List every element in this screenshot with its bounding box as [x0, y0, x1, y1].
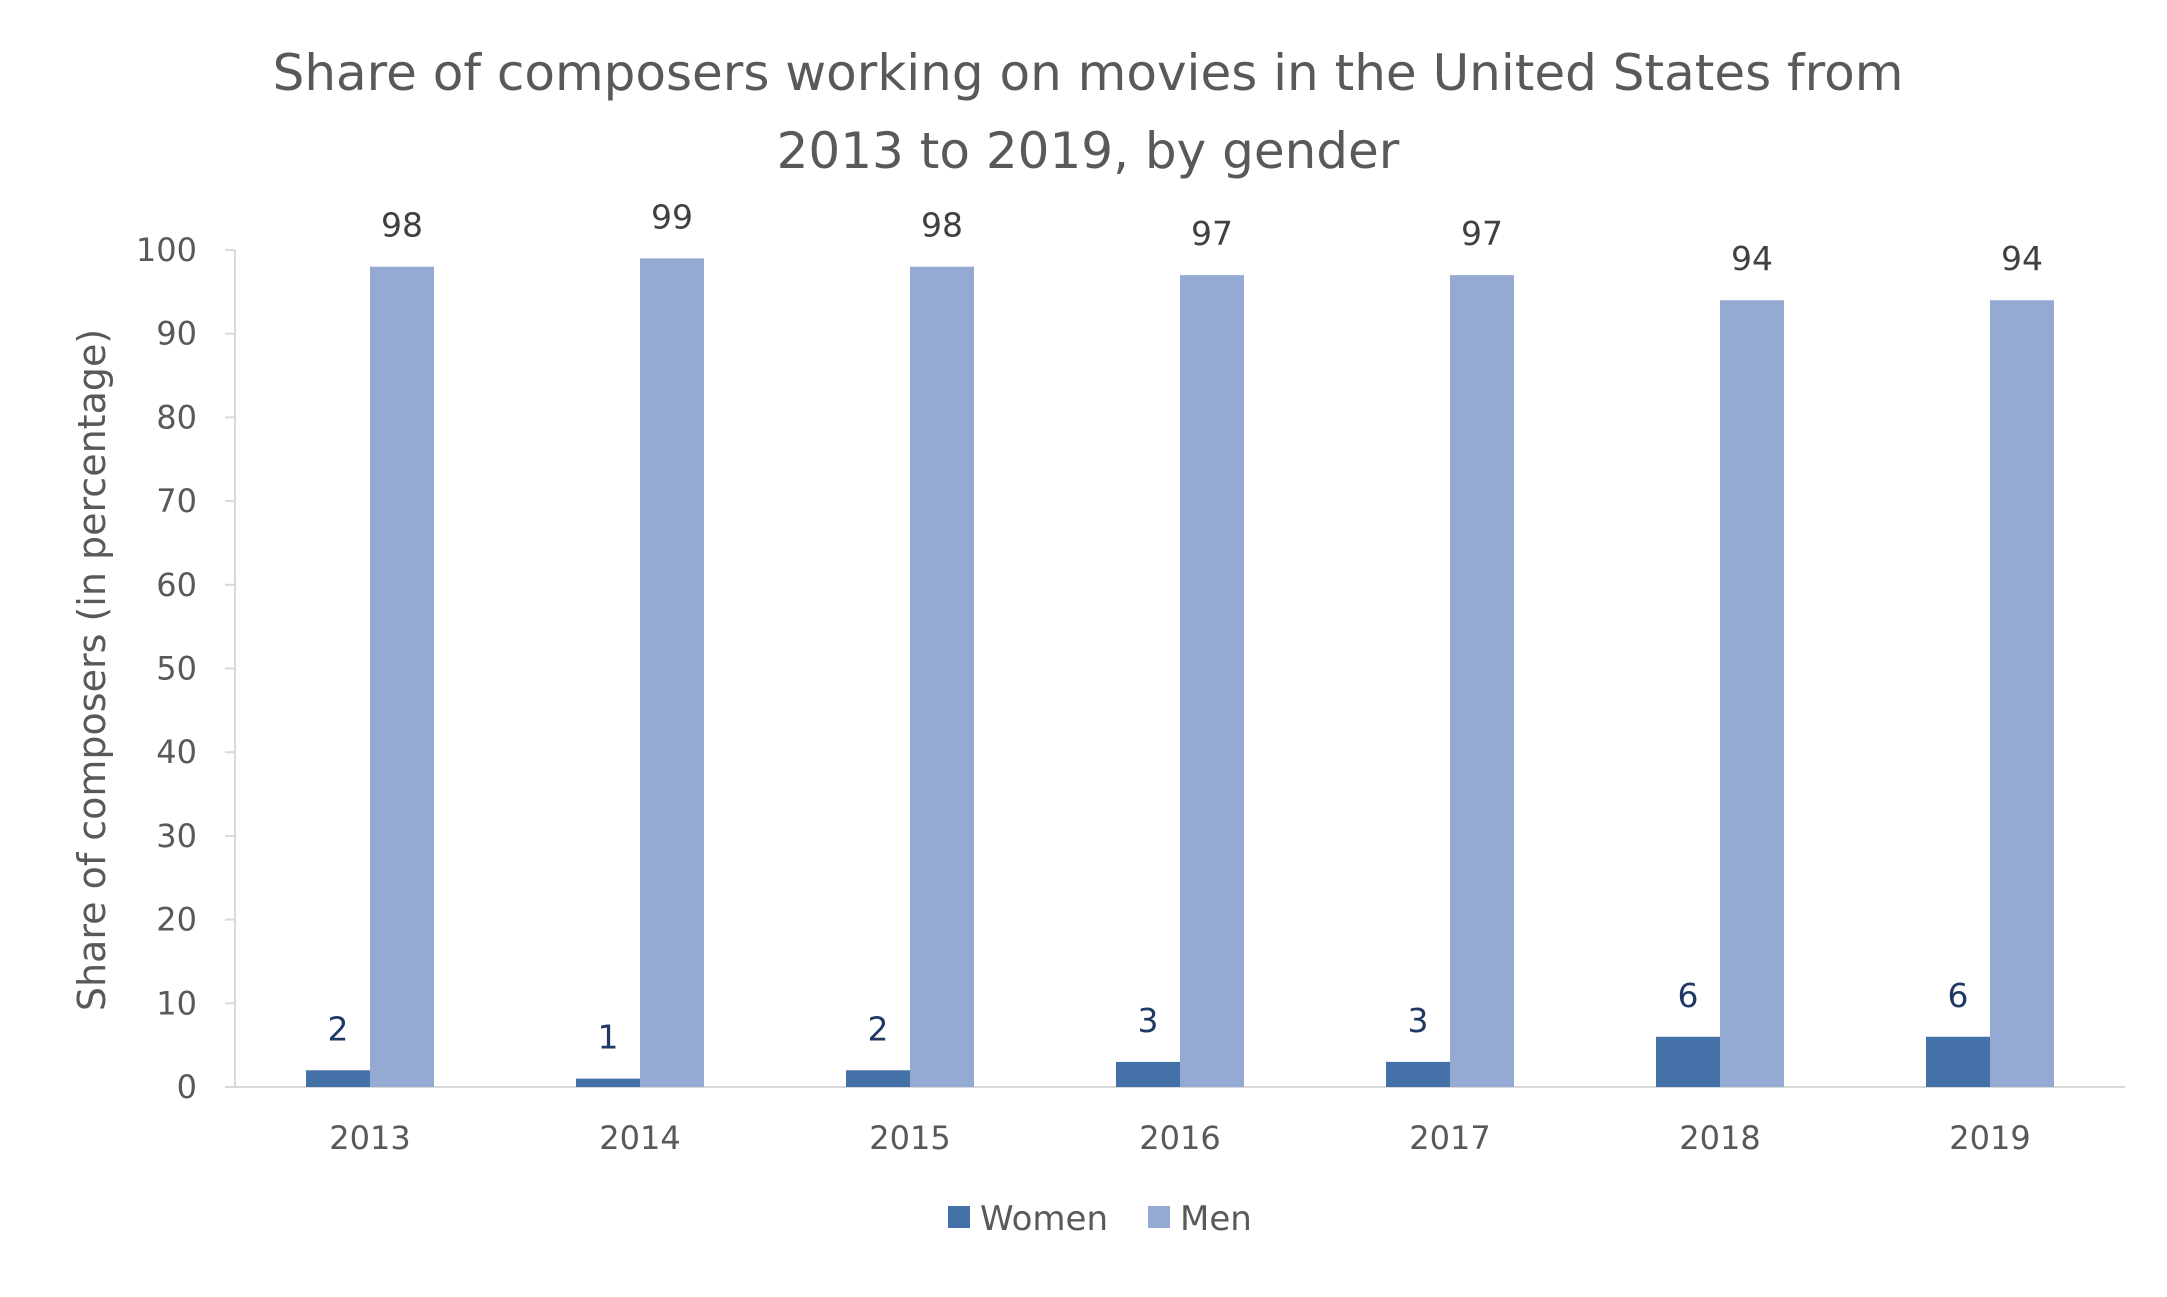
- y-axis-label: Share of composers (in percentage): [70, 329, 114, 1011]
- x-tick-label: 2018: [1679, 1119, 1760, 1157]
- legend: Women Men: [948, 1199, 1252, 1239]
- bar-women-2016: [1116, 1061, 1180, 1087]
- data-label-women: 3: [1408, 1001, 1429, 1040]
- data-label-men: 94: [2001, 239, 2043, 278]
- x-tick-label: 2016: [1139, 1119, 1220, 1157]
- y-tick-label: 50: [156, 650, 197, 688]
- data-label-men: 99: [651, 197, 693, 236]
- data-label-men: 98: [381, 206, 423, 245]
- x-tick-label: 2013: [329, 1119, 410, 1157]
- bar-men-2015: [910, 266, 974, 1087]
- bar-men-2018: [1720, 300, 1784, 1088]
- chart-title-line-1: Share of composers working on movies in …: [273, 44, 1904, 102]
- bar-women-2013: [306, 1070, 370, 1087]
- data-labels: 2 1 2 3 3 6 6 98 99 98 97 97 94 94: [328, 197, 2044, 1056]
- legend-label-women: Women: [980, 1199, 1108, 1239]
- data-label-women: 2: [328, 1009, 349, 1048]
- bar-men-2014: [640, 258, 704, 1087]
- bar-men-2019: [1990, 300, 2054, 1088]
- x-tick-label: 2019: [1949, 1119, 2030, 1157]
- legend-swatch-women: [948, 1206, 970, 1228]
- legend-label-men: Men: [1180, 1199, 1252, 1239]
- chart-title-line-2: 2013 to 2019, by gender: [777, 122, 1400, 180]
- data-label-women: 6: [1948, 976, 1969, 1015]
- data-label-women: 6: [1678, 976, 1699, 1015]
- y-tick-label: 10: [156, 984, 197, 1022]
- bar-women-2014: [576, 1078, 640, 1087]
- y-tick-label: 70: [156, 482, 197, 520]
- y-tick-label: 90: [156, 315, 197, 353]
- x-tick-label: 2015: [869, 1119, 950, 1157]
- data-label-men: 98: [921, 206, 963, 245]
- data-label-men: 97: [1461, 214, 1503, 253]
- x-tick-label: 2014: [599, 1119, 680, 1157]
- y-axis: 0 10 20 30 40 50 60 70 80 90 100: [136, 231, 236, 1106]
- data-label-men: 94: [1731, 239, 1773, 278]
- y-tick-label: 60: [156, 566, 197, 604]
- data-label-women: 1: [598, 1018, 619, 1057]
- bar-men-2013: [370, 266, 434, 1087]
- y-tick-label: 40: [156, 733, 197, 771]
- data-label-women: 2: [868, 1009, 889, 1048]
- chart-title: Share of composers working on movies in …: [273, 44, 1904, 180]
- y-tick-label: 30: [156, 817, 197, 855]
- legend-swatch-men: [1148, 1206, 1170, 1228]
- y-tick-label: 20: [156, 901, 197, 939]
- x-tick-label: 2017: [1409, 1119, 1490, 1157]
- bar-women-2015: [846, 1070, 910, 1087]
- y-tick-label: 0: [177, 1068, 197, 1106]
- bar-women-2018: [1656, 1036, 1720, 1087]
- data-label-men: 97: [1191, 214, 1233, 253]
- bar-women-2019: [1926, 1036, 1990, 1087]
- bar-men-2016: [1180, 275, 1244, 1087]
- y-tick-label: 80: [156, 398, 197, 436]
- bar-men-2017: [1450, 275, 1514, 1087]
- x-axis: 2013 2014 2015 2016 2017 2018 2019: [235, 1086, 2125, 1157]
- bar-women-2017: [1386, 1061, 1450, 1087]
- y-tick-label: 100: [136, 231, 197, 269]
- bars: [306, 258, 2054, 1088]
- data-label-women: 3: [1138, 1001, 1159, 1040]
